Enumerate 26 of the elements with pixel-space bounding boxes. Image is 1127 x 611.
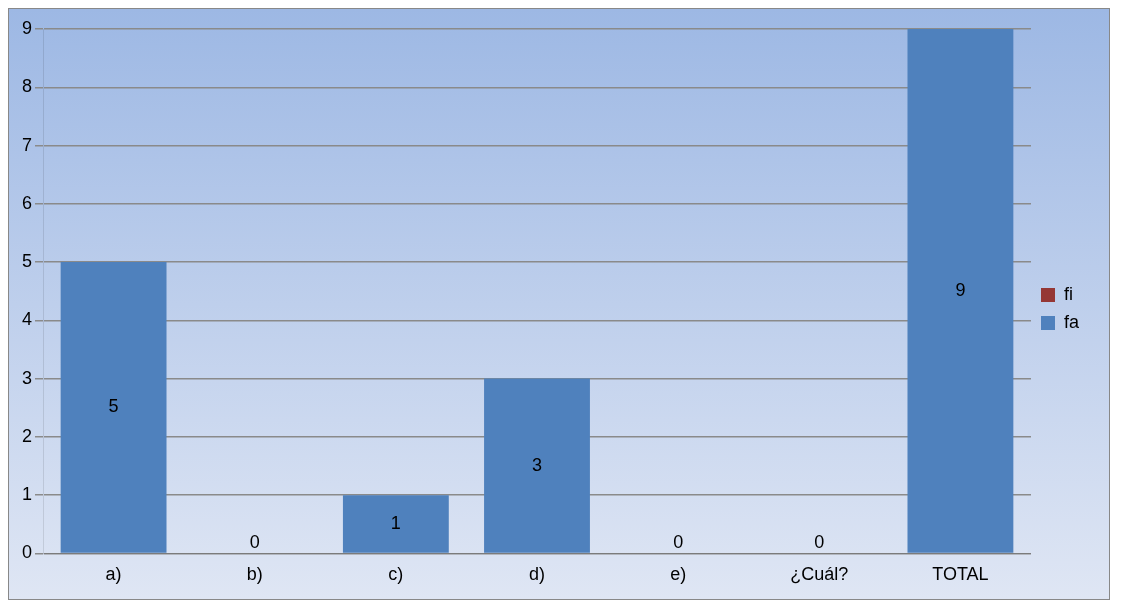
legend-label: fa xyxy=(1063,311,1080,332)
data-label: 0 xyxy=(249,532,260,553)
y-tick-label: 5 xyxy=(22,251,33,272)
y-tick-label: 3 xyxy=(22,367,33,388)
data-label: 1 xyxy=(390,512,401,533)
x-tick-label: b) xyxy=(246,564,263,585)
y-tick-label: 9 xyxy=(22,17,33,38)
y-tick-label: 0 xyxy=(22,542,33,563)
y-tick-label: 4 xyxy=(22,309,33,330)
x-tick-label: c) xyxy=(388,564,404,585)
x-tick-label: TOTAL xyxy=(932,564,989,585)
y-tick-label: 8 xyxy=(22,76,33,97)
x-tick-label: e) xyxy=(670,564,687,585)
data-label: 5 xyxy=(108,396,119,417)
data-label: 9 xyxy=(955,279,966,300)
data-label: 0 xyxy=(814,532,825,553)
y-tick-label: 2 xyxy=(22,425,33,446)
x-tick-label: a) xyxy=(105,564,122,585)
legend-label: fi xyxy=(1063,283,1073,304)
y-tick-label: 7 xyxy=(22,134,33,155)
x-tick-label: ¿Cuál? xyxy=(790,564,849,585)
y-tick-label: 6 xyxy=(22,192,33,213)
data-label: 3 xyxy=(531,454,543,475)
x-tick-label: d) xyxy=(528,564,546,585)
y-tick-label: 1 xyxy=(22,484,33,505)
data-label: 0 xyxy=(673,532,684,553)
